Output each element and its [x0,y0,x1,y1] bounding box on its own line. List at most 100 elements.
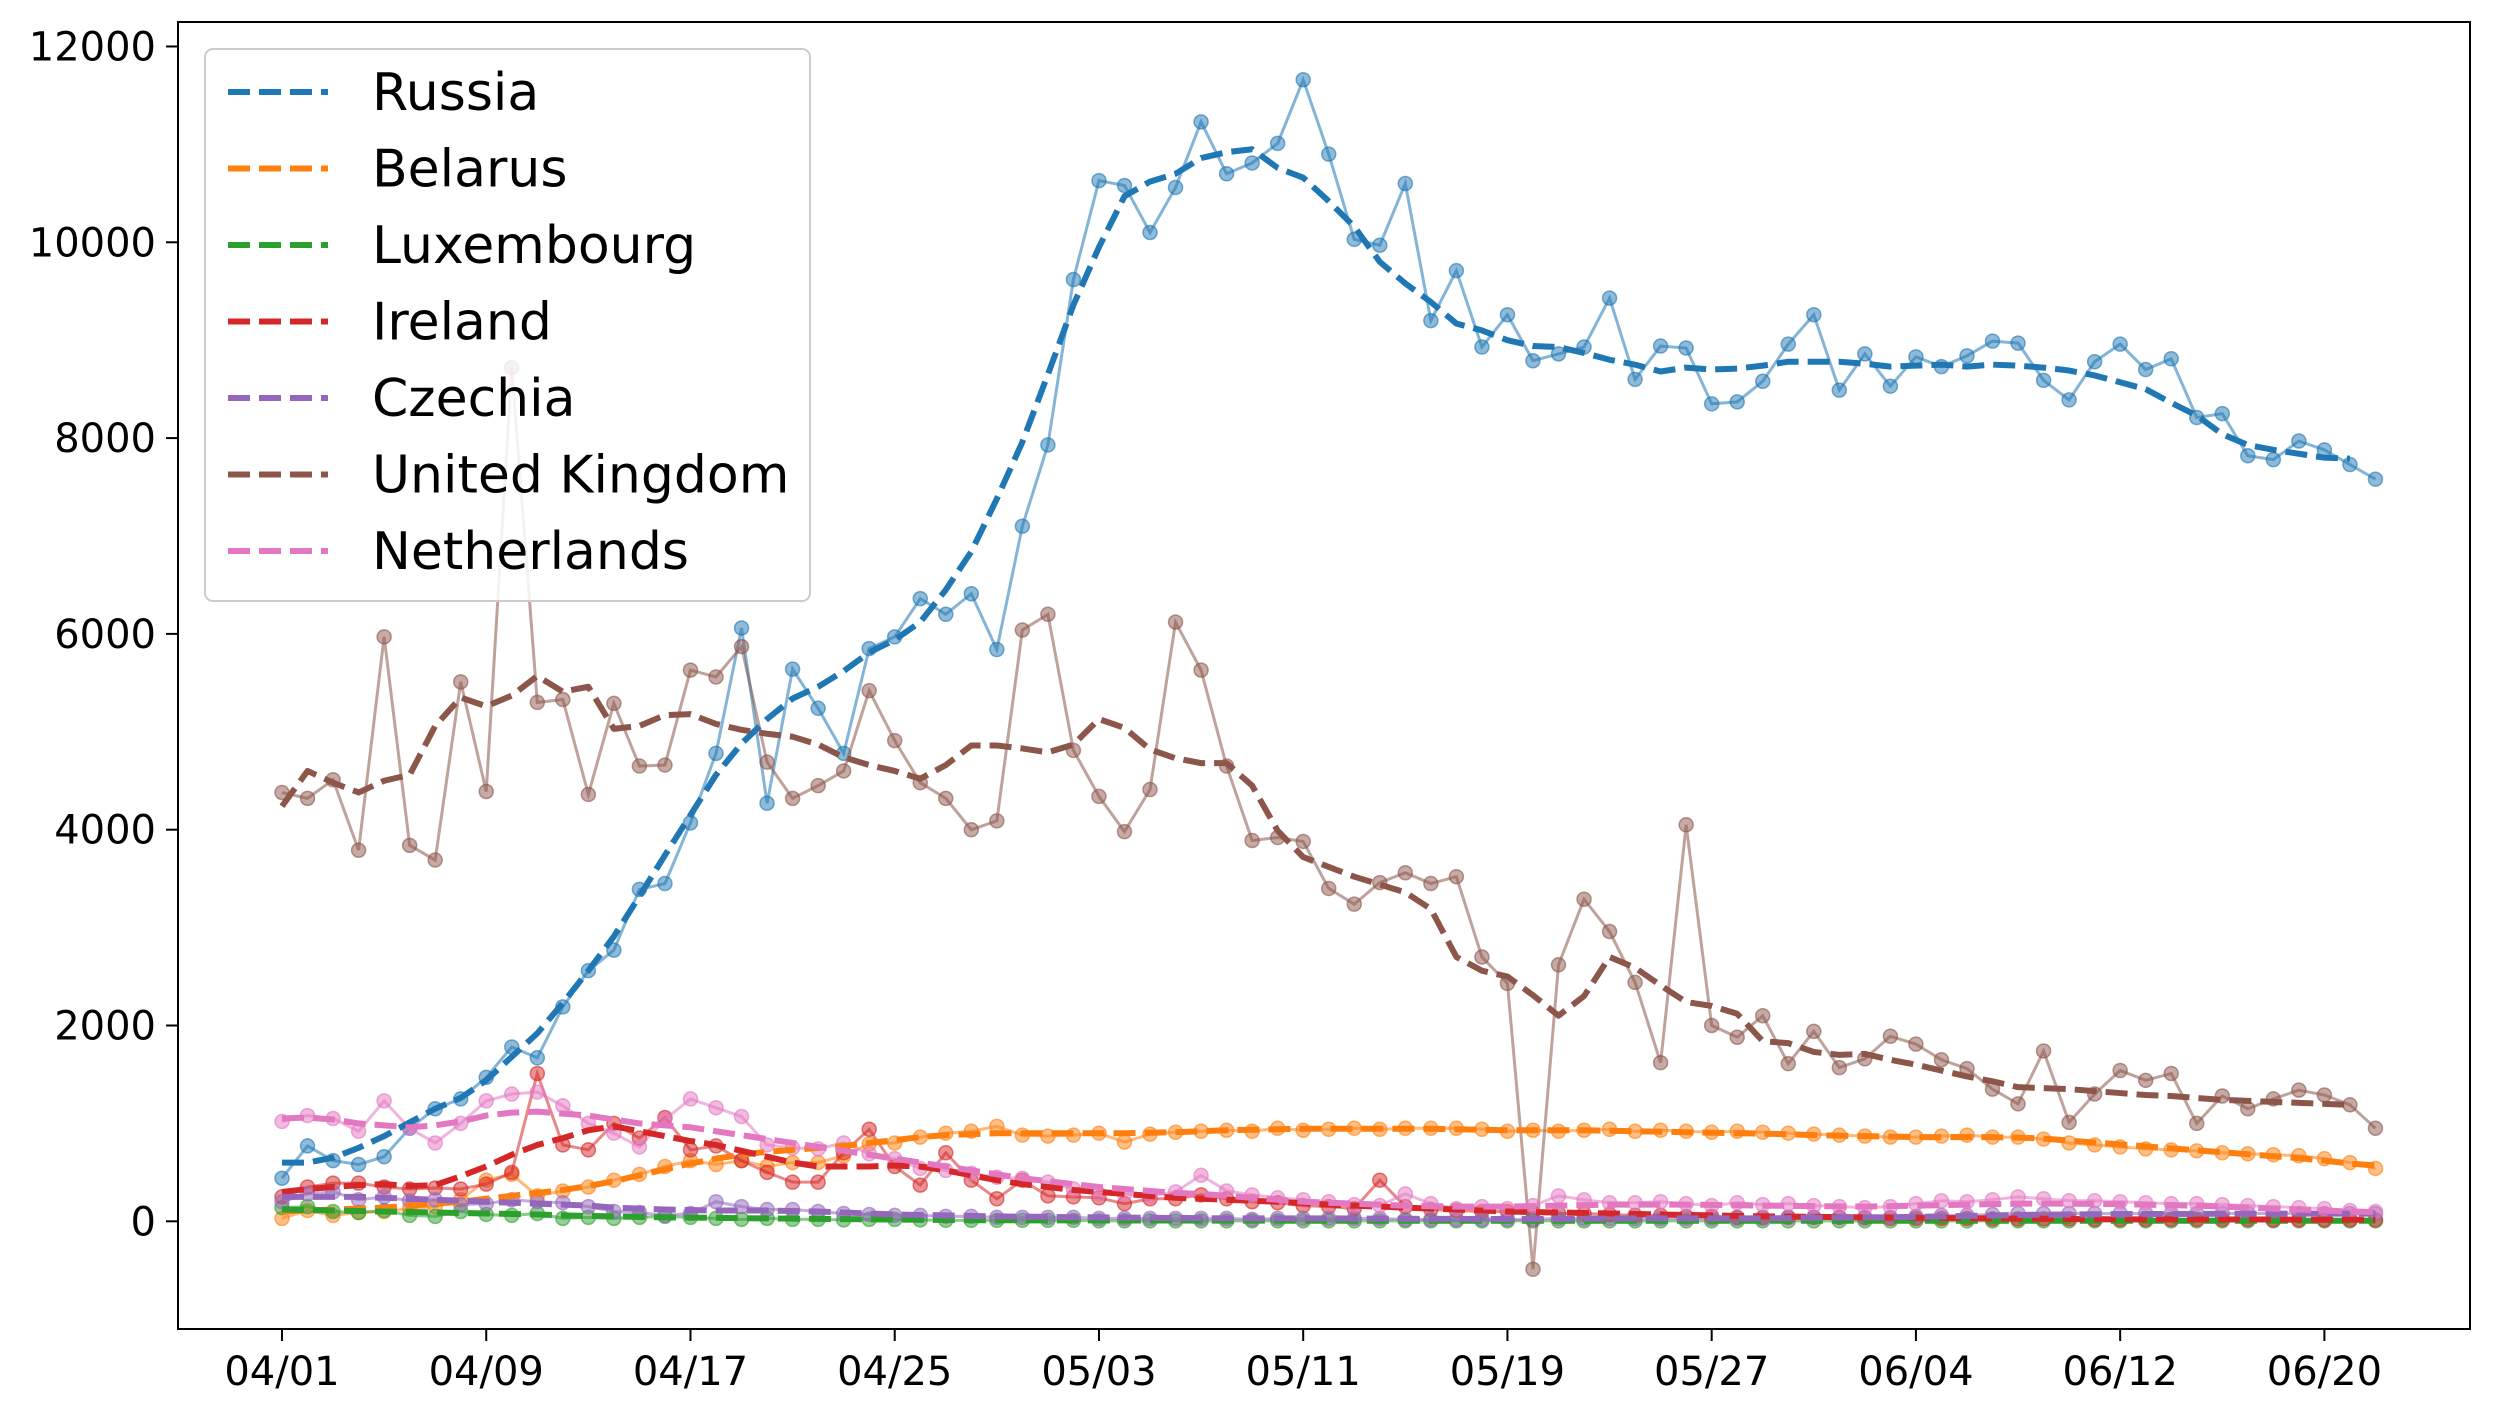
data-point [886,732,903,749]
data-point [1142,224,1158,241]
data-point [1014,518,1031,534]
data-point [938,790,954,807]
data-point [708,1099,724,1116]
data-point [1703,396,1720,412]
data-point [1882,378,1899,394]
data-point [1167,614,1184,630]
data-point [733,1108,750,1125]
data-point [1703,1017,1720,1034]
series-layer [274,72,2384,1278]
data-point [2342,456,2358,473]
data-point [452,674,469,690]
data-point [1346,896,1363,912]
data-point [708,1193,724,1210]
data-point [2163,1065,2179,1082]
data-point [1014,622,1031,638]
data-point [1423,312,1439,329]
data-point [2061,1114,2077,1131]
trend-line-russia [282,146,2351,1166]
data-point [1372,1172,1388,1188]
data-point [1091,788,1107,805]
data-point [1908,1036,1924,1052]
trend-line-czechia [282,1193,2376,1223]
data-point [912,590,928,607]
data-point [274,1170,290,1186]
data-point [1244,155,1260,171]
data-point [989,813,1005,829]
data-point [963,586,980,602]
legend-frame [204,48,811,602]
data-point [478,1093,494,1109]
data-point [555,691,571,708]
data-point [1652,1054,1669,1071]
data-point [1193,662,1209,678]
x-tick-label: 04/01 [224,1349,339,1395]
data-point [606,695,622,712]
x-tick-label: 05/11 [1246,1349,1361,1395]
legend-item-belarus: Belarus [228,140,567,200]
data-point [2291,1082,2307,1098]
data-point [504,1086,520,1102]
data-point [2061,392,2077,408]
legend-item-netherlands: Netherlands [228,522,689,582]
data-point [2035,372,2052,389]
x-tick-label: 06/20 [2267,1349,2382,1395]
data-point [733,620,750,636]
data-point [529,1065,546,1082]
data-point [708,745,724,762]
legend-item-ireland: Ireland [228,293,552,353]
trend-line-netherlands [281,1108,2376,1216]
data-point [1372,237,1388,253]
data-point [1474,949,1490,965]
data-point [1550,957,1567,973]
data-point [1678,340,1694,356]
data-point [1959,348,1975,364]
data-point [1601,290,1618,306]
data-point [1065,271,1082,288]
data-point [1269,135,1286,152]
data-point [1116,823,1133,840]
legend-label: United Kingdom [372,446,789,506]
data-point [350,1156,367,1173]
data-point [1525,1261,1541,1278]
data-point [1295,72,1311,88]
data-point [376,1093,392,1109]
trend-line-united-kingdom [279,672,2351,1108]
data-point [2035,1043,2052,1059]
data-point [1601,923,1618,940]
data-point [2112,336,2128,352]
data-point [1040,1188,1056,1204]
data-point [478,783,494,800]
data-point [1806,306,1822,323]
data-point [1448,262,1465,279]
data-point [1167,179,1184,196]
y-tick-label: 10000 [29,220,156,266]
data-point [1397,175,1414,192]
legend-label: Belarus [372,140,567,200]
data-point [1652,338,1669,354]
data-point [1499,306,1516,323]
data-point [606,942,622,958]
legend-label: Russia [372,63,539,123]
data-point [1320,880,1337,897]
legend-label: Luxembourg [372,216,696,276]
data-point [733,638,750,655]
data-point [376,629,392,645]
data-point [784,790,801,807]
data-point [2010,335,2026,351]
data-point [1474,339,1490,355]
data-point [1448,868,1465,885]
x-tick-label: 05/19 [1450,1349,1565,1395]
x-tick-label: 04/17 [633,1349,748,1395]
y-tick-label: 4000 [54,808,156,854]
data-point [2189,1115,2205,1132]
data-point [1040,606,1056,623]
data-point [1780,336,1797,352]
data-point [1193,114,1209,130]
data-point [2086,353,2103,370]
data-point [759,795,775,812]
data-point [1423,875,1439,892]
data-point [1320,146,1337,162]
data-point [784,661,801,677]
